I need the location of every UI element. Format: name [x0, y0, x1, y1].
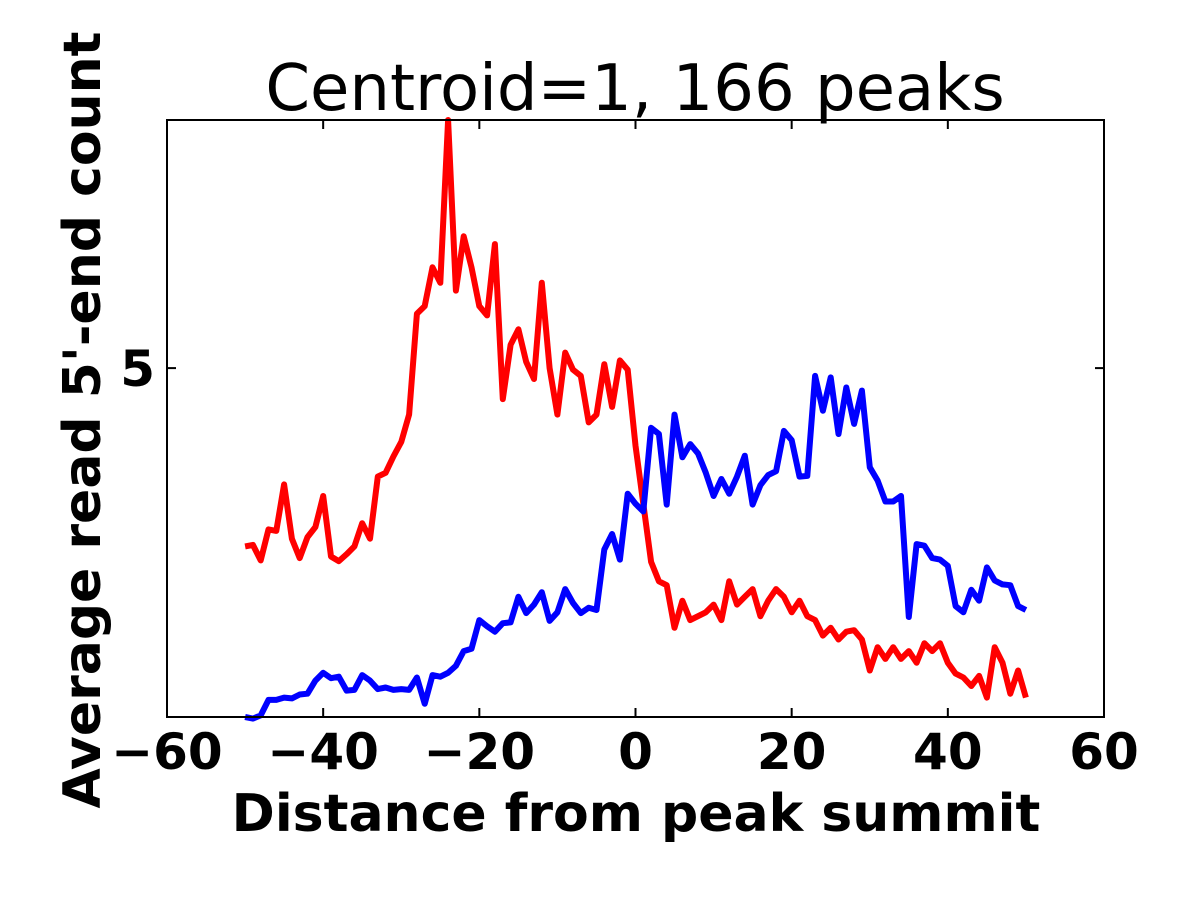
x-tick-label: 60: [1069, 723, 1139, 781]
x-tick-label: 40: [913, 723, 983, 781]
chart-title: Centroid=1, 166 peaks: [265, 52, 1004, 126]
y-axis-label: Average read 5'-end count: [53, 32, 113, 809]
x-axis-label: Distance from peak summit: [232, 784, 1041, 844]
x-tick-label: −60: [111, 723, 222, 781]
series-line-2: [244, 372, 1028, 722]
plot-area: [244, 117, 1029, 722]
x-tick-label: 20: [757, 723, 827, 781]
axis-ticks: −60 −40 −20 0 20 40 60 5: [111, 120, 1139, 781]
x-tick-label: −40: [267, 723, 378, 781]
x-tick-label: 0: [618, 723, 653, 781]
series-line-1: [244, 117, 1029, 701]
x-tick-label: −20: [424, 723, 535, 781]
y-tick-label: 5: [120, 340, 155, 398]
